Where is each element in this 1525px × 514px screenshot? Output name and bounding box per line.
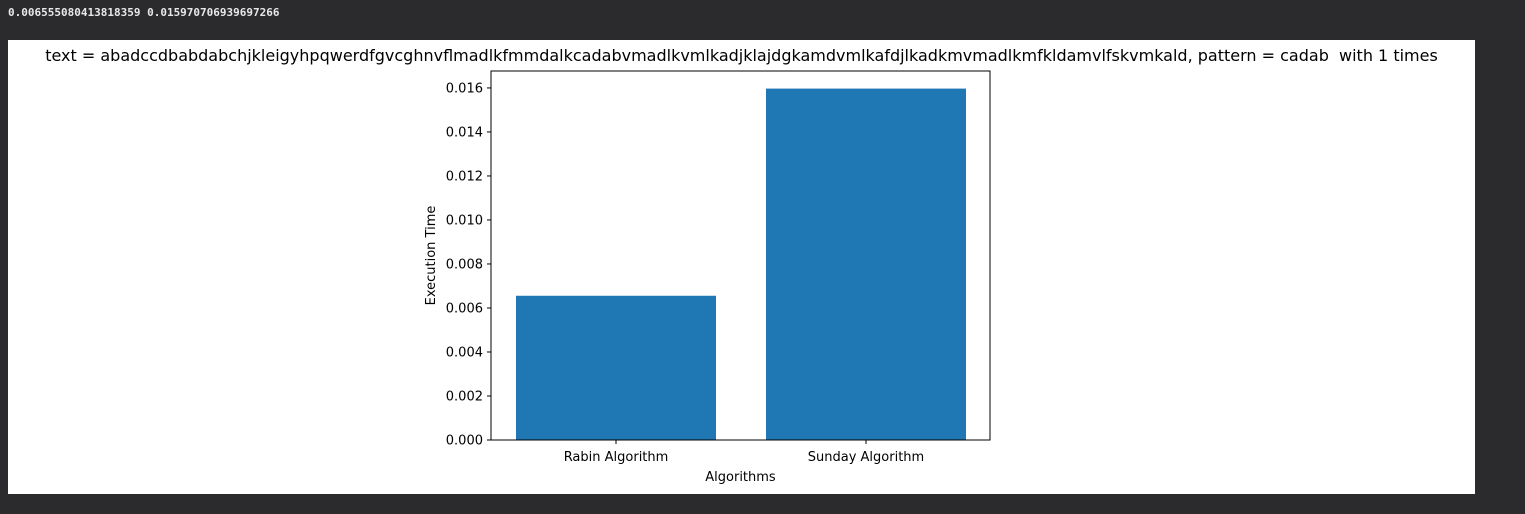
y-tick-label: 0.012: [446, 169, 483, 184]
y-tick-label: 0.016: [446, 81, 483, 96]
bar-chart: Rabin Algorithm Sunday Algorithm 0.000 0.00…: [424, 70, 991, 485]
bar-rabin-algorithm: [516, 295, 716, 440]
cell-output-text: 0.006555080413818359 0.01597070693969726…: [8, 6, 280, 19]
matplotlib-figure: text = abadccdbabdabchjkleigyhpqwerdfgvc…: [8, 40, 1475, 494]
y-tick-label: 0.004: [446, 345, 483, 360]
y-tick-label: 0.008: [446, 257, 483, 272]
y-tick-label: 0.002: [446, 389, 483, 404]
y-tick-label: 0.000: [446, 434, 483, 449]
y-tick-label: 0.014: [446, 125, 483, 140]
y-tick-label: 0.006: [446, 301, 483, 316]
chart-title: text = abadccdbabdabchjkleigyhpqwerdfgvc…: [45, 46, 1438, 65]
y-tick-label: 0.010: [446, 213, 483, 228]
x-tick-label: Rabin Algorithm: [564, 450, 669, 465]
bar-sunday-algorithm: [766, 88, 966, 440]
y-axis-label: Execution Time: [424, 206, 439, 306]
axes-frame: [490, 70, 991, 441]
x-axis-label: Algorithms: [705, 470, 776, 485]
x-tick-label: Sunday Algorithm: [808, 450, 924, 465]
